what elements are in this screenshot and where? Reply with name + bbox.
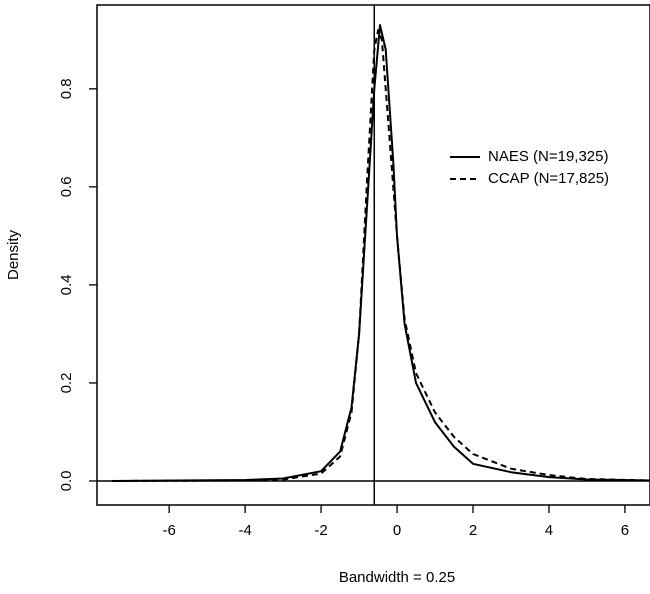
density-line bbox=[112, 24, 650, 482]
y-tick-label: 0.8 bbox=[58, 78, 75, 99]
legend-label: CCAP (N=17,825) bbox=[488, 170, 609, 187]
x-axis-label: Bandwidth = 0.25 bbox=[339, 569, 455, 586]
x-tick-label: -2 bbox=[314, 522, 327, 539]
x-tick-label: 2 bbox=[469, 522, 477, 539]
y-axis-label: Density bbox=[5, 229, 22, 280]
x-tick-label: -6 bbox=[162, 522, 175, 539]
plot-frame bbox=[96, 4, 650, 506]
x-tick-label: 0 bbox=[393, 522, 401, 539]
legend-label: NAES (N=19,325) bbox=[488, 148, 608, 165]
x-tick-label: 4 bbox=[545, 522, 553, 539]
y-tick-label: 0.6 bbox=[58, 176, 75, 197]
y-tick-label: 0.4 bbox=[58, 274, 75, 295]
x-tick-label: -4 bbox=[238, 522, 251, 539]
x-tick-label: 6 bbox=[621, 522, 629, 539]
y-tick-label: 0.2 bbox=[58, 373, 75, 394]
density-line bbox=[112, 29, 650, 482]
y-tick-label: 0.0 bbox=[58, 471, 75, 492]
